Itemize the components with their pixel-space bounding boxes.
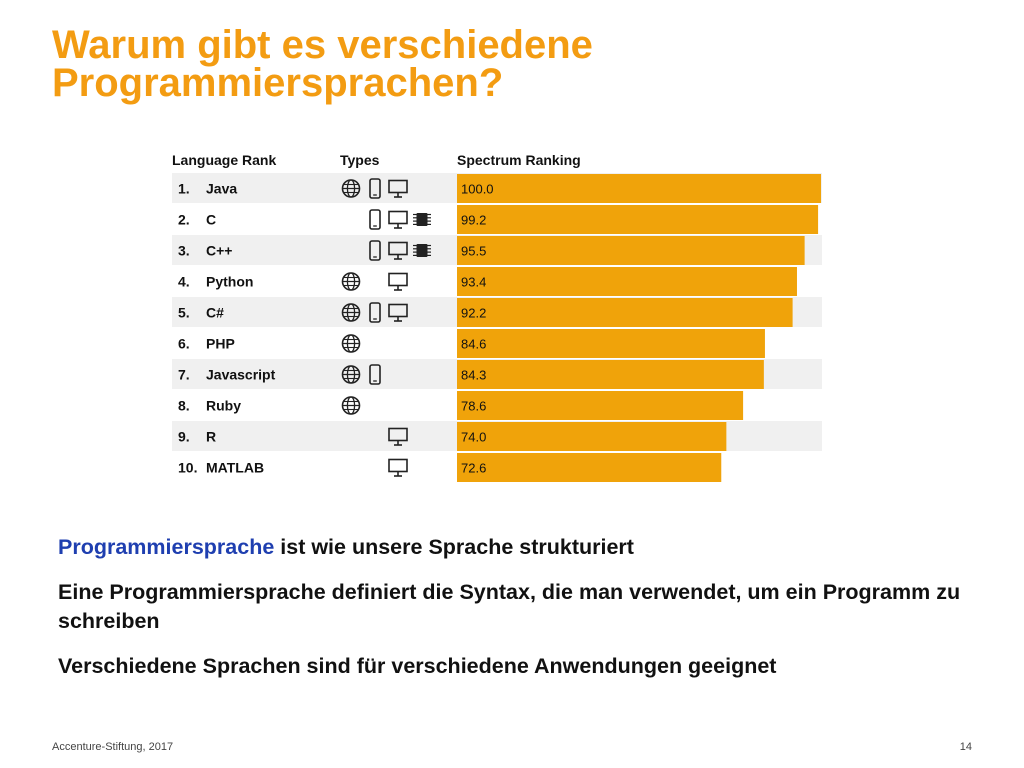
rank-number: 9.: [178, 429, 190, 445]
bar: [457, 453, 722, 482]
ranking-row: 5. C# 92.2: [172, 297, 822, 327]
mobile-icon: [369, 302, 381, 323]
web-icon: [341, 272, 361, 291]
chip-body: [416, 244, 428, 257]
desktop-icon: [388, 303, 408, 322]
phone-body: [369, 178, 381, 199]
desktop-icon: [388, 179, 408, 198]
monitor-screen: [388, 272, 408, 287]
ranking-row: 3. C++ 95.5: [172, 235, 822, 265]
phone-body: [369, 209, 381, 230]
rank-number: 6.: [178, 336, 190, 352]
rank-number: 10.: [178, 460, 197, 476]
bar-value-label: 84.3: [461, 368, 486, 383]
desktop-icon: [388, 427, 408, 446]
language-name: R: [206, 429, 216, 445]
ranking-row: 10. MATLAB 72.6: [178, 453, 722, 482]
ranking-row: 7. Javascript 84.3: [172, 359, 822, 389]
bullet-highlight-term: Programmiersprache: [58, 535, 275, 559]
language-name: C++: [206, 243, 232, 259]
bar: [457, 267, 797, 296]
language-name: Ruby: [206, 398, 241, 414]
bullet-item-syntax: Eine Programmiersprache definiert die Sy…: [58, 580, 961, 633]
embedded-icon: [413, 244, 431, 257]
bar-value-label: 99.2: [461, 213, 486, 228]
web-icon: [341, 396, 361, 415]
mobile-icon: [369, 209, 381, 230]
page-number: 14: [959, 741, 972, 753]
ranking-row: 1. Java 100.0: [172, 173, 822, 203]
rank-number: 2.: [178, 212, 190, 228]
mobile-icon: [369, 240, 381, 261]
bar: [457, 174, 821, 203]
bullet-item-applications: Verschiedene Sprachen sind für verschied…: [58, 654, 777, 678]
bar: [457, 236, 805, 265]
phone-body: [369, 302, 381, 323]
slide-title-line-2: Programmiersprachen?: [52, 61, 504, 105]
phone-body: [369, 240, 381, 261]
bar: [457, 360, 764, 389]
bar: [457, 422, 727, 451]
header-spectrum-ranking: Spectrum Ranking: [457, 152, 581, 168]
chip-body: [416, 213, 428, 226]
bar-value-label: 72.6: [461, 461, 486, 476]
bullet-text: ist wie unsere Sprache strukturiert: [274, 535, 634, 559]
language-name: C#: [206, 305, 224, 321]
bar-value-label: 78.6: [461, 399, 486, 414]
bar: [457, 298, 793, 327]
language-name: C: [206, 212, 216, 228]
slide-title-line-1: Warum gibt es verschiedene: [52, 23, 593, 67]
footer-source: Accenture-Stiftung, 2017: [52, 741, 174, 753]
bar-value-label: 95.5: [461, 244, 486, 259]
language-name: MATLAB: [206, 460, 264, 476]
mobile-icon: [369, 178, 381, 199]
rank-number: 7.: [178, 367, 190, 383]
phone-body: [369, 364, 381, 385]
monitor-screen: [388, 210, 408, 225]
ranking-row: 6. PHP 84.6: [178, 329, 765, 358]
language-name: Javascript: [206, 367, 276, 383]
language-name: Java: [206, 181, 237, 197]
bar-value-label: 92.2: [461, 306, 486, 321]
ranking-row: 4. Python 93.4: [178, 267, 797, 296]
ranking-chart-svg: Language Rank Types Spectrum Ranking 1. Java…: [172, 152, 822, 482]
rank-number: 5.: [178, 305, 190, 321]
language-ranking-chart: Language Rank Types Spectrum Ranking 1. Java…: [172, 148, 822, 488]
desktop-icon: [388, 272, 408, 291]
monitor-screen: [388, 458, 408, 473]
rank-number: 4.: [178, 274, 190, 290]
web-icon: [341, 365, 361, 384]
bar-value-label: 100.0: [461, 182, 494, 197]
bar: [457, 205, 819, 234]
bar-value-label: 84.6: [461, 337, 486, 352]
ranking-row: 2. C 99.2: [178, 205, 819, 234]
desktop-icon: [388, 210, 408, 229]
embedded-icon: [413, 213, 431, 226]
rank-number: 8.: [178, 398, 190, 414]
desktop-icon: [388, 241, 408, 260]
header-language-rank: Language Rank: [172, 152, 276, 168]
bar: [457, 329, 765, 358]
web-icon: [341, 334, 361, 353]
bar: [457, 391, 744, 420]
ranking-row: 9. R 74.0: [172, 421, 822, 451]
desktop-icon: [388, 458, 408, 477]
web-icon: [341, 179, 361, 198]
bar-value-label: 93.4: [461, 275, 486, 290]
bullet-item-structure: Programmiersprache ist wie unsere Sprach…: [58, 533, 988, 562]
header-types: Types: [340, 152, 380, 168]
bar-value-label: 74.0: [461, 430, 486, 445]
bullet-list: Programmiersprache ist wie unsere Sprach…: [58, 533, 988, 697]
web-icon: [341, 303, 361, 322]
language-name: PHP: [206, 336, 235, 352]
rank-number: 3.: [178, 243, 190, 259]
slide-title: Warum gibt es verschiedene Programmiersp…: [52, 23, 952, 105]
ranking-row: 8. Ruby 78.6: [178, 391, 744, 420]
rank-number: 1.: [178, 181, 190, 197]
language-name: Python: [206, 274, 253, 290]
mobile-icon: [369, 364, 381, 385]
